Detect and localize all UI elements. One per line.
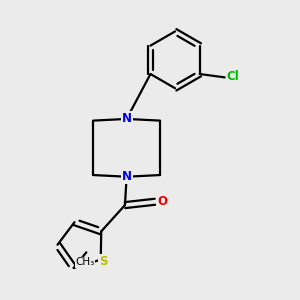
- Text: O: O: [158, 195, 167, 208]
- Text: N: N: [122, 112, 132, 125]
- Text: Cl: Cl: [227, 70, 239, 83]
- Text: S: S: [99, 255, 108, 268]
- Text: CH₃: CH₃: [75, 257, 94, 267]
- Text: N: N: [122, 170, 132, 183]
